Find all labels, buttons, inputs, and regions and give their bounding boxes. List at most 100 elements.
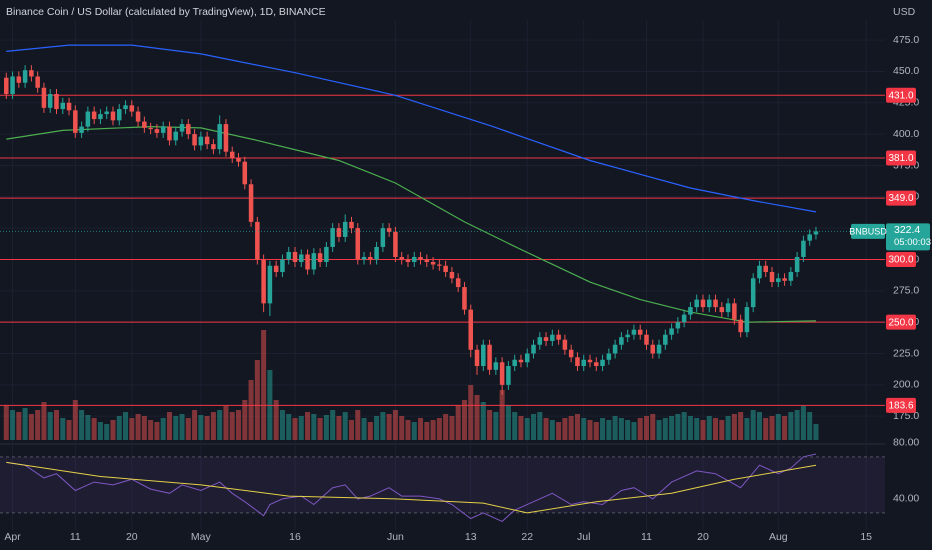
volume-bar xyxy=(531,414,537,440)
price-axis xyxy=(885,0,932,550)
volume-bar xyxy=(788,412,794,440)
candle-body xyxy=(788,272,794,281)
candle-body xyxy=(656,344,662,354)
candle-body xyxy=(361,256,367,260)
volume-bar xyxy=(305,412,311,440)
volume-bar xyxy=(10,410,16,440)
moving-average xyxy=(6,44,817,213)
volume-bar xyxy=(16,412,22,440)
candle-body xyxy=(311,253,317,270)
candle-body xyxy=(449,272,455,279)
volume-bar xyxy=(480,402,486,440)
volume-bar xyxy=(210,412,216,440)
volume-bar xyxy=(91,418,97,440)
level-tag-label: 250.0 xyxy=(888,317,913,328)
volume-bar xyxy=(568,416,574,440)
volume-bar xyxy=(317,418,323,440)
candle-body xyxy=(813,231,819,235)
candle-body xyxy=(405,259,411,262)
candle-body xyxy=(600,359,605,367)
candle-body xyxy=(330,228,335,247)
volume-bar xyxy=(223,406,229,440)
candle-body xyxy=(4,77,9,95)
candle-body xyxy=(22,70,28,83)
volume-bar xyxy=(418,418,424,440)
candle-body xyxy=(286,251,291,260)
volume-bar xyxy=(192,410,198,440)
candle-body xyxy=(148,127,153,130)
candle-body xyxy=(568,349,574,358)
candle-body xyxy=(794,256,800,273)
volume-bar xyxy=(204,416,210,440)
volume-bar xyxy=(694,418,700,440)
candle-body xyxy=(619,337,624,345)
level-tag-label: 349.0 xyxy=(888,193,913,204)
candle-body xyxy=(355,228,361,260)
volume-bar xyxy=(455,405,461,440)
level-tag-label: 300.0 xyxy=(888,255,913,266)
candle-body xyxy=(267,265,273,304)
x-tick-label: Jul xyxy=(577,531,590,543)
candle-body xyxy=(167,126,172,141)
volume-bar xyxy=(79,410,85,440)
candle-body xyxy=(537,337,543,345)
volume-bar xyxy=(148,420,154,440)
candle-body xyxy=(644,334,649,345)
level-tag xyxy=(886,150,916,166)
rsi-tick-label: 40.00 xyxy=(893,493,919,505)
rsi-band xyxy=(0,456,885,513)
candle-body xyxy=(179,124,185,132)
candle-body xyxy=(487,344,492,370)
volume-bar xyxy=(141,416,147,440)
last-price-tag xyxy=(886,223,930,251)
volume-bar xyxy=(236,410,242,440)
volume-bar xyxy=(323,415,329,440)
volume-bar xyxy=(813,424,819,440)
volume-bar xyxy=(587,420,593,440)
volume-bar xyxy=(392,410,398,440)
candle-body xyxy=(474,349,480,367)
candle-body xyxy=(129,105,135,112)
candle-body xyxy=(769,272,775,283)
candle-body xyxy=(587,359,593,363)
candle-body xyxy=(763,265,769,273)
volume-bar xyxy=(166,412,172,440)
volume-bar xyxy=(449,416,455,440)
x-tick-label: 15 xyxy=(860,531,872,543)
volume-bar xyxy=(782,416,788,440)
volume-bar xyxy=(738,412,744,440)
symbol-label: BNBUSD xyxy=(849,226,887,236)
candle-body xyxy=(79,126,84,133)
volume-bar xyxy=(643,416,649,440)
countdown-label: 05:00:03 xyxy=(894,237,931,248)
rsi-line xyxy=(6,453,817,522)
volume-bar xyxy=(47,412,53,440)
x-tick-label: 11 xyxy=(70,531,81,543)
x-tick-label: 16 xyxy=(289,531,301,543)
chart-title: Binance Coin / US Dollar (calculated by … xyxy=(6,6,326,18)
candle-body xyxy=(217,124,222,150)
volume-bar xyxy=(380,412,386,440)
volume-bar xyxy=(242,400,248,440)
candle-body xyxy=(531,344,536,354)
candle-body xyxy=(581,359,586,367)
candle-body xyxy=(54,94,59,110)
y-tick-label: 175.0 xyxy=(893,410,919,422)
candle-body xyxy=(123,105,128,110)
volume-bar xyxy=(474,395,480,440)
volume-bar xyxy=(336,416,342,440)
candle-body xyxy=(142,121,147,128)
volume-bar xyxy=(512,412,518,440)
volume-bar xyxy=(173,416,179,440)
candle-body xyxy=(154,129,160,133)
volume-bar xyxy=(436,418,442,440)
x-tick-label: 20 xyxy=(697,531,709,543)
volume-bar xyxy=(706,416,712,440)
volume-bar xyxy=(581,418,587,440)
volume-bar xyxy=(60,418,66,440)
candle-body xyxy=(575,357,580,367)
candle-body xyxy=(738,319,743,333)
volume-bar xyxy=(185,418,191,440)
volume-bar xyxy=(719,420,725,440)
